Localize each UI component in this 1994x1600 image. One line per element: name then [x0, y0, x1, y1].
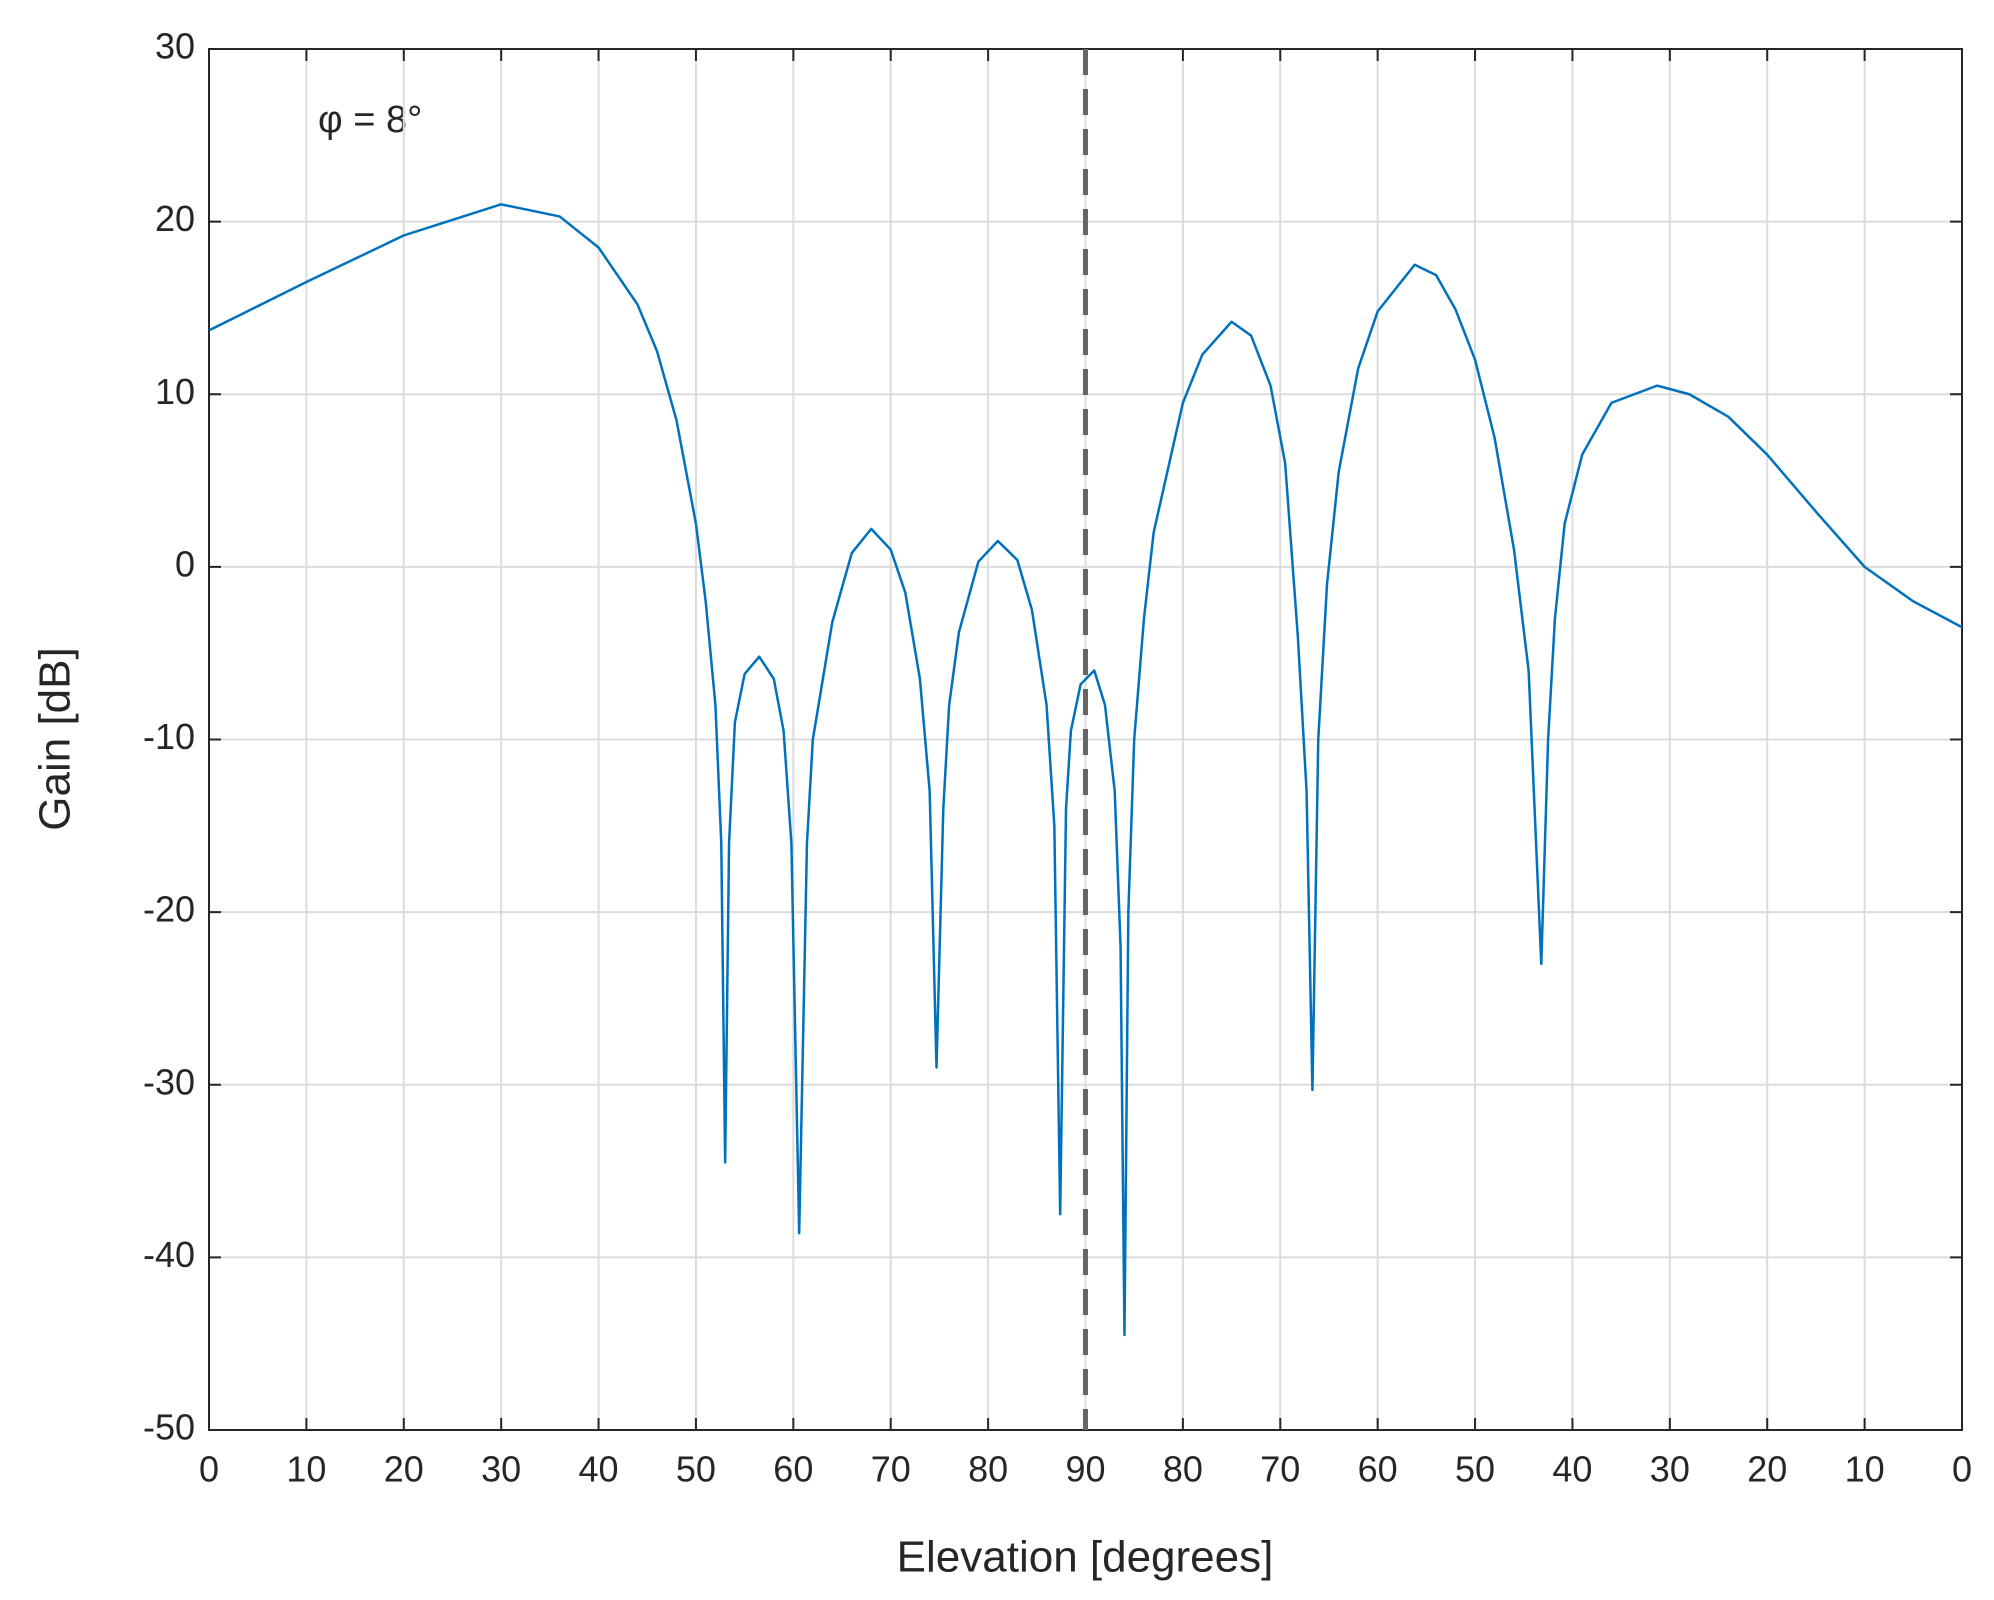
x-tick-label: 80	[1163, 1449, 1203, 1490]
annotation: φ = 8°	[318, 99, 422, 141]
x-tick-label: 20	[384, 1449, 424, 1490]
y-tick-label: -20	[143, 889, 195, 930]
x-tick-label: 80	[968, 1449, 1008, 1490]
x-tick-label: 70	[1260, 1449, 1300, 1490]
y-axis-label: Gain [dB]	[31, 647, 80, 830]
x-tick-label: 40	[579, 1449, 619, 1490]
x-tick-label: 40	[1552, 1449, 1592, 1490]
x-tick-label: 60	[1358, 1449, 1398, 1490]
x-tick-label: 50	[1455, 1449, 1495, 1490]
x-tick-label: 50	[676, 1449, 716, 1490]
y-tick-label: 30	[155, 26, 195, 67]
x-tick-label: 10	[286, 1449, 326, 1490]
x-axis-label: Elevation [degrees]	[897, 1533, 1274, 1582]
y-tick-label: -40	[143, 1234, 195, 1275]
data-line	[208, 203, 1963, 1337]
x-tick-label: 10	[1845, 1449, 1885, 1490]
x-tick-label: 70	[871, 1449, 911, 1490]
x-tick-label: 20	[1747, 1449, 1787, 1490]
y-tick-label: -10	[143, 716, 195, 757]
y-tick-label: 10	[155, 371, 195, 412]
y-tick-label: -30	[143, 1061, 195, 1102]
x-tick-label: 30	[1650, 1449, 1690, 1490]
y-tick-label: 0	[175, 543, 195, 584]
y-tick-label: -50	[143, 1407, 195, 1448]
y-tick-label: 20	[155, 198, 195, 239]
x-tick-label: 0	[199, 1449, 219, 1490]
x-tick-label: 60	[773, 1449, 813, 1490]
x-tick-label: 90	[1065, 1449, 1105, 1490]
x-tick-label: 30	[481, 1449, 521, 1490]
x-tick-label: 0	[1952, 1449, 1972, 1490]
